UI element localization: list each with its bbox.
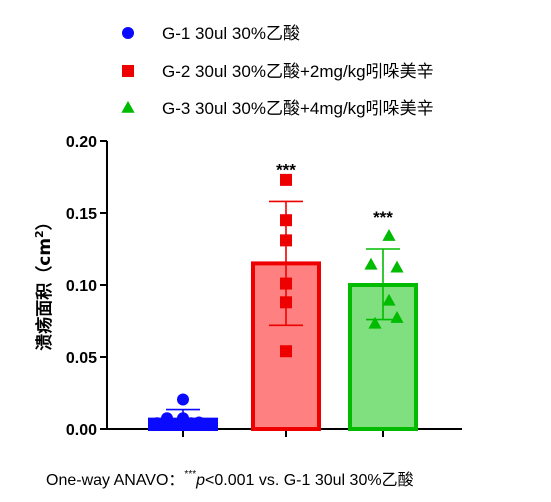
legend-label: G-1 30ul 30%乙酸 [162,24,300,43]
data-point [161,412,173,425]
y-tick-label: 0.15 [66,206,97,223]
data-point [151,417,163,430]
footnote: One-way ANAVO：***p<0.001 vs. G-1 30ul 30… [46,469,414,489]
data-point [177,393,189,406]
data-point [280,214,292,227]
footnote-p: p [195,472,205,489]
y-axis-label-close: ） [34,213,55,230]
data-point [280,277,292,290]
data-point [185,417,197,430]
data-point [368,316,382,329]
legend-label: G-2 30ul 30%乙酸+2mg/kg吲哚美辛 [162,62,434,81]
data-point [390,311,404,323]
y-tick-label: 0.00 [66,422,97,439]
significance-label: *** [373,208,393,227]
legend-marker-triangle [121,100,135,113]
footnote-stars: *** [184,469,196,480]
footnote-prefix: One-way ANAVO： [46,472,184,489]
legend-marker-circle [122,27,134,39]
legend-item: G-1 30ul 30%乙酸 [122,24,300,43]
legend-item: G-3 30ul 30%乙酸+4mg/kg吲哚美辛 [121,99,434,118]
significance-label: *** [276,160,296,179]
legend-item: G-2 30ul 30%乙酸+2mg/kg吲哚美辛 [122,62,434,81]
y-axis-label-superscript: 2 [33,230,46,238]
data-point [205,417,217,430]
legend-label: G-3 30ul 30%乙酸+4mg/kg吲哚美辛 [162,99,434,118]
legend: G-1 30ul 30%乙酸 G-2 30ul 30%乙酸+2mg/kg吲哚美辛 G… [121,24,434,118]
data-point [364,257,378,270]
data-point [280,296,292,309]
data-point [390,260,404,273]
y-tick-label: 0.20 [66,134,97,151]
data-point [382,293,396,306]
significance-labels: *** *** [276,160,393,227]
data-point [280,234,292,247]
legend-marker-square [122,65,134,77]
y-tick-label: 0.05 [66,350,97,367]
footnote-rest: <0.001 vs. G-1 30ul 30%乙酸 [205,471,414,489]
data-point [280,345,292,358]
y-axis-label-main: 溃疡面积（cm [34,238,55,351]
data-point [280,173,292,186]
y-tick-label: 0.10 [66,278,97,295]
y-axis-label: 溃疡面积（cm2） [33,213,55,350]
data-point [382,228,396,241]
data-points [151,173,404,430]
